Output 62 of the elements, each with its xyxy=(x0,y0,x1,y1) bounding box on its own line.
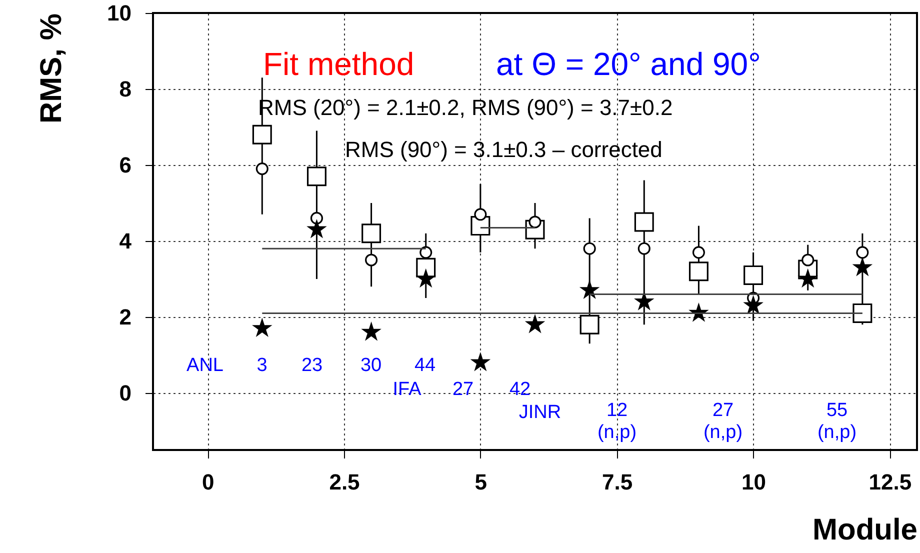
point xyxy=(254,320,271,336)
point xyxy=(854,258,871,275)
text: Fit method xyxy=(263,46,414,82)
annotation: (n,p) xyxy=(703,422,743,443)
annotation: RMS (90°) = 3.1±0.3 – corrected xyxy=(345,137,662,162)
annotation: 42 xyxy=(509,379,531,400)
annotation: 44 xyxy=(414,355,436,376)
x-tick-label: 2.5 xyxy=(329,470,360,494)
point xyxy=(310,212,323,224)
annotation: 3 xyxy=(256,355,268,376)
point xyxy=(472,354,489,370)
point xyxy=(852,303,872,323)
point xyxy=(744,265,764,285)
point xyxy=(474,208,487,221)
annotation: 27 xyxy=(452,379,474,400)
x-tick-label: 0 xyxy=(202,470,214,494)
point xyxy=(528,216,542,228)
annotation: 27 xyxy=(712,400,734,421)
point xyxy=(744,296,762,313)
point xyxy=(638,242,650,255)
point xyxy=(256,162,268,176)
y-axis-title: RMS, % xyxy=(35,14,68,124)
point xyxy=(417,270,434,286)
annotation: 23 xyxy=(301,355,323,376)
annotation: JINR xyxy=(518,402,562,423)
annotation: ANL xyxy=(186,355,224,376)
y-tick-label: 6 xyxy=(119,152,132,178)
point xyxy=(799,270,816,286)
annotation: (n,p) xyxy=(597,422,637,443)
point xyxy=(856,246,869,259)
annotation: 12 xyxy=(606,400,628,421)
text: at Θ = 20° and 90° xyxy=(496,46,761,82)
point xyxy=(420,246,432,259)
point xyxy=(306,166,326,186)
x-tick-label: 5 xyxy=(474,470,488,494)
annotation: 30 xyxy=(360,355,382,376)
point xyxy=(526,316,544,332)
y-tick-label: 0 xyxy=(119,380,132,406)
y-tick-label: 4 xyxy=(119,228,132,254)
annotation: IFA xyxy=(392,379,422,400)
y-tick-label: 2 xyxy=(119,304,132,330)
point xyxy=(688,262,708,282)
point xyxy=(636,292,653,310)
x-tick-label: 12.5 xyxy=(868,470,912,494)
point xyxy=(362,323,380,340)
point xyxy=(692,246,705,259)
point xyxy=(802,254,814,266)
point xyxy=(634,212,654,232)
point xyxy=(583,242,596,255)
y-tick-label: 10 xyxy=(107,0,132,26)
point xyxy=(362,224,382,244)
x-tick-label: 10 xyxy=(742,470,766,494)
x-axis-title: Module xyxy=(812,514,918,546)
point xyxy=(308,220,326,237)
annotation: 55 xyxy=(826,400,848,421)
y-tick-label: 8 xyxy=(119,76,132,102)
point xyxy=(581,282,598,298)
x-tick-label: 7.5 xyxy=(602,470,633,494)
point xyxy=(580,314,600,334)
annotation: (n,p) xyxy=(817,422,857,443)
point xyxy=(365,254,378,266)
point xyxy=(252,124,272,144)
